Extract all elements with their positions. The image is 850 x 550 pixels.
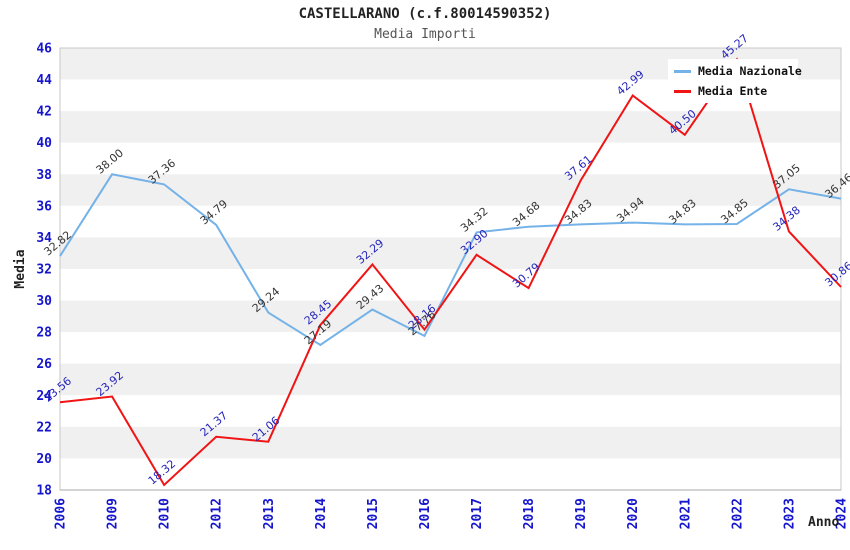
- x-tick-label: 2016: [418, 498, 433, 529]
- y-tick-label: 20: [36, 452, 52, 467]
- x-tick-label: 2024: [835, 498, 850, 529]
- y-tick-label: 46: [36, 42, 52, 57]
- x-tick-label: 2022: [730, 498, 745, 529]
- chart-title: CASTELLARANO (c.f.80014590352): [298, 6, 552, 22]
- y-tick-label: 40: [36, 136, 52, 151]
- legend: Media Nazionale Media Ente: [668, 59, 802, 103]
- plot-band: [60, 205, 841, 238]
- x-tick-label: 2015: [366, 498, 381, 529]
- x-tick-label: 2023: [782, 498, 797, 529]
- y-tick-label: 32: [36, 263, 52, 278]
- x-tick-label: 2021: [678, 498, 693, 529]
- media-ente-swatch-icon: [674, 89, 691, 93]
- x-tick-label: 2020: [626, 498, 641, 529]
- y-tick-label: 30: [36, 294, 52, 309]
- y-tick-label: 28: [36, 326, 52, 341]
- x-tick-label: 2010: [158, 498, 173, 529]
- y-tick-label: 26: [36, 357, 52, 372]
- media-nazionale-line[interactable]: [59, 173, 842, 347]
- legend-label: Media Nazionale: [698, 64, 802, 78]
- plot-band: [60, 395, 841, 427]
- x-tick-label: 2006: [54, 498, 69, 529]
- plot-band: [60, 332, 841, 364]
- x-tick-label: 2018: [522, 498, 537, 529]
- plot-band: [60, 237, 841, 269]
- y-tick-label: 22: [36, 420, 52, 435]
- media-nazionale-swatch-icon: [674, 69, 691, 73]
- plot-band: [60, 300, 841, 333]
- x-tick-label: 2012: [210, 498, 225, 529]
- x-tick-label: 2019: [574, 498, 589, 529]
- x-tick-label: 2009: [106, 498, 121, 529]
- plot-band: [60, 142, 841, 175]
- legend-label: Media Ente: [698, 84, 768, 98]
- plot-band: [60, 174, 841, 206]
- plot-band: [60, 111, 841, 143]
- legend-item-media-nazionale[interactable]: Media Nazionale: [668, 61, 802, 81]
- x-tick-label: 2013: [262, 498, 277, 529]
- x-axis-title: Anno: [808, 515, 840, 530]
- y-tick-label: 44: [36, 73, 52, 88]
- y-tick-label: 38: [36, 168, 52, 183]
- y-tick-label: 18: [36, 484, 52, 499]
- plot-band: [60, 363, 841, 396]
- y-tick-label: 24: [36, 389, 52, 404]
- y-axis-title: Media: [13, 249, 28, 289]
- y-tick-label: 36: [36, 199, 52, 214]
- legend-item-media-ente[interactable]: Media Ente: [668, 81, 798, 101]
- y-tick-label: 42: [36, 105, 52, 120]
- y-tick-label: 34: [36, 231, 52, 246]
- plot-band: [60, 458, 841, 490]
- x-tick-label: 2014: [314, 498, 329, 529]
- x-tick-label: 2017: [470, 498, 485, 529]
- plot-band: [60, 426, 841, 459]
- chart-subtitle: Media Importi: [374, 27, 476, 42]
